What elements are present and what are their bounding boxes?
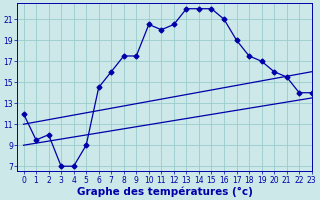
X-axis label: Graphe des températures (°c): Graphe des températures (°c): [76, 186, 252, 197]
